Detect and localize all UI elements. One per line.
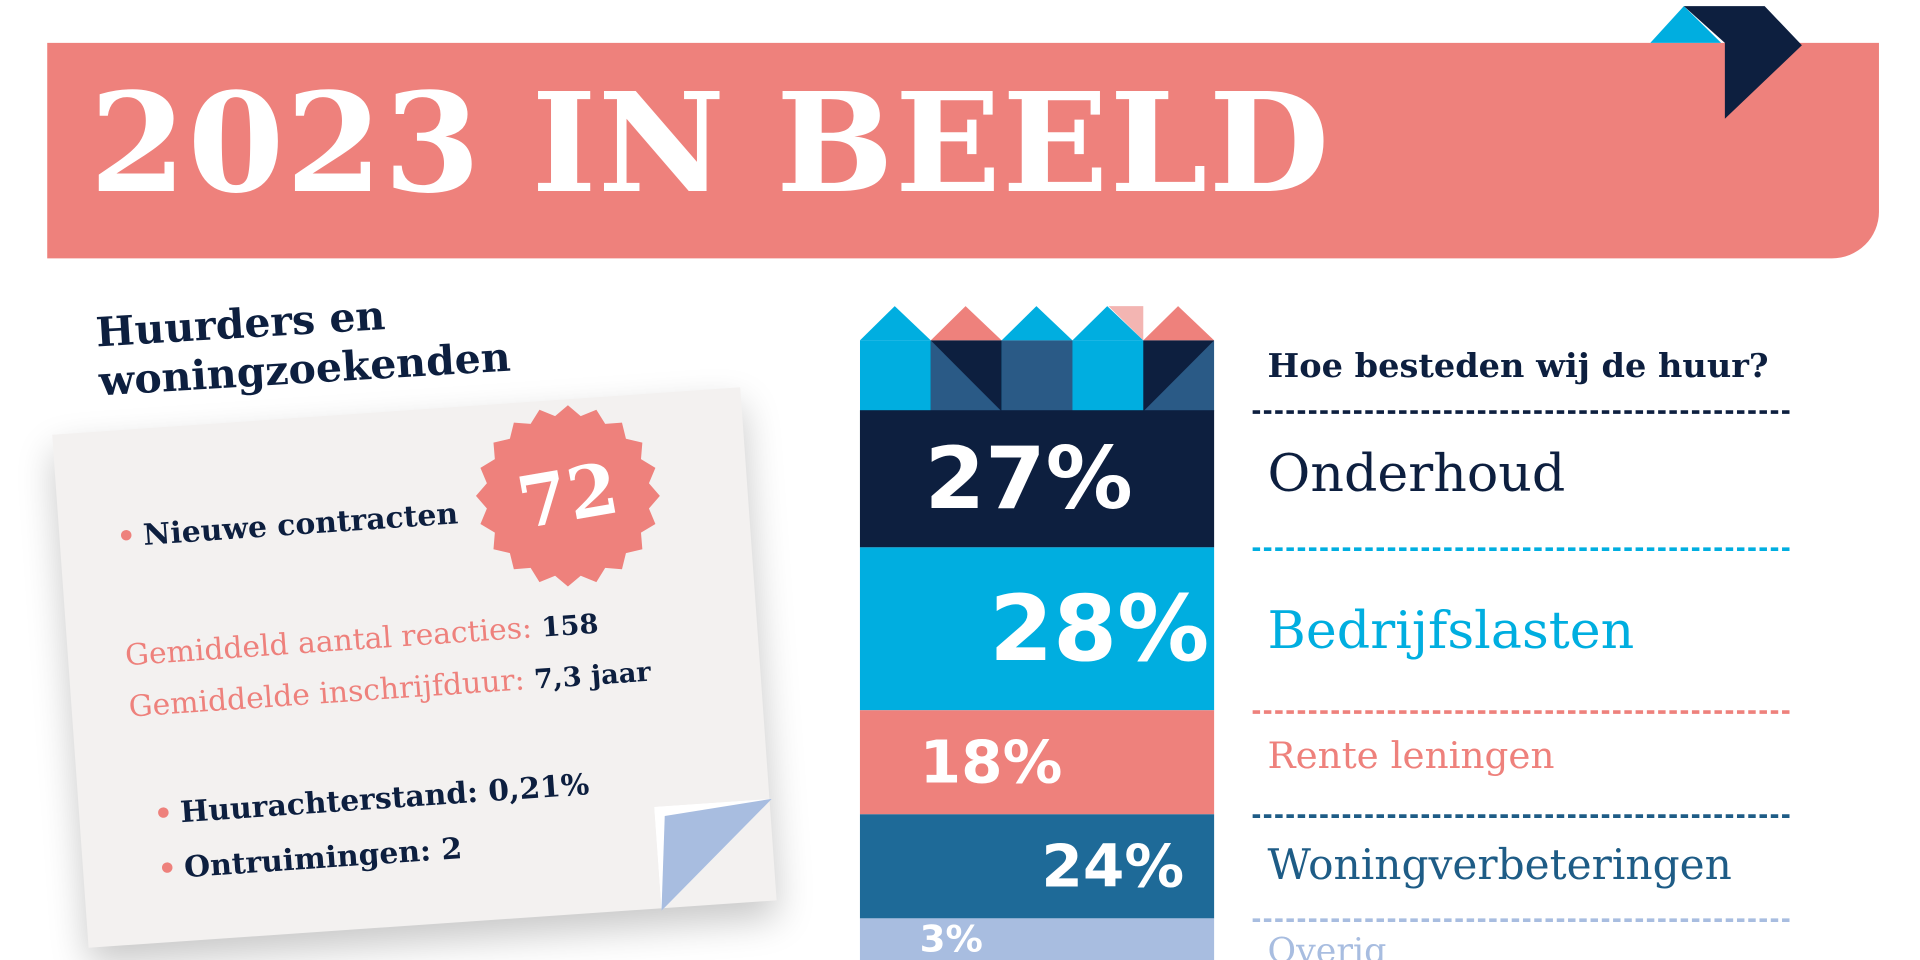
divider [1252, 710, 1790, 714]
badge-shape [475, 405, 660, 587]
stat-label: Gemiddeld aantal reacties: [123, 610, 534, 673]
bullet-label: Nieuwe contracten [141, 495, 460, 553]
share-bar: 27% 28% 18% 24% 3% [859, 306, 1215, 960]
share-label: 18% [919, 727, 1063, 797]
divider [1252, 918, 1790, 923]
bar-segment: 28% [859, 547, 1215, 711]
stat-value: 158 [540, 608, 600, 644]
divider [1252, 547, 1790, 552]
share-label: 3% [919, 918, 983, 960]
bullet-label: Ontruimingen: [182, 832, 433, 885]
divider [1252, 814, 1790, 818]
bullet-value: 2 [439, 830, 464, 867]
badge-value: 72 [511, 446, 625, 546]
share-label: 27% [924, 428, 1133, 529]
page-curl [654, 798, 772, 911]
header-decoration [1650, 6, 1802, 119]
stat-label: Gemiddelde inschrijfduur: [127, 662, 526, 724]
bar-segment: 27% [859, 410, 1215, 548]
bullet-label: Huurachterstand: [179, 773, 480, 830]
badge: 72 [475, 404, 661, 588]
share-label: 28% [989, 576, 1210, 682]
stat-value: 7,3 jaar [533, 656, 652, 697]
category-label: Onderhoud [1267, 443, 1566, 504]
category-label: Overig [1267, 930, 1387, 960]
bullet-value: 0,21% [487, 766, 591, 809]
category-label: Rente leningen [1267, 734, 1555, 778]
divider [1252, 410, 1790, 414]
category-label: Woningverbeteringen [1267, 841, 1732, 891]
section-title: Huurders en woningzoekenden [94, 284, 511, 407]
bar-segment: 24% [859, 814, 1215, 919]
header-title: 2023 IN BEELD [89, 63, 1331, 225]
bar-segment: 3% [859, 918, 1215, 960]
bullet-item: • Ontruimingen: 2 [156, 830, 464, 887]
bullet-item: • Nieuwe contracten [115, 495, 460, 555]
bar-segment: 18% [859, 710, 1215, 815]
share-label: 24% [1041, 832, 1185, 901]
houses-decoration [859, 306, 1215, 412]
bullet-item: • Huurachterstand: 0,21% [152, 766, 591, 832]
category-label: Bedrijfslasten [1267, 600, 1635, 661]
header-band [47, 42, 1879, 259]
rent-title: Hoe besteden wij de huur? [1267, 347, 1769, 386]
note-card: • Nieuwe contracten Gemiddeld aantal reac… [52, 387, 777, 948]
